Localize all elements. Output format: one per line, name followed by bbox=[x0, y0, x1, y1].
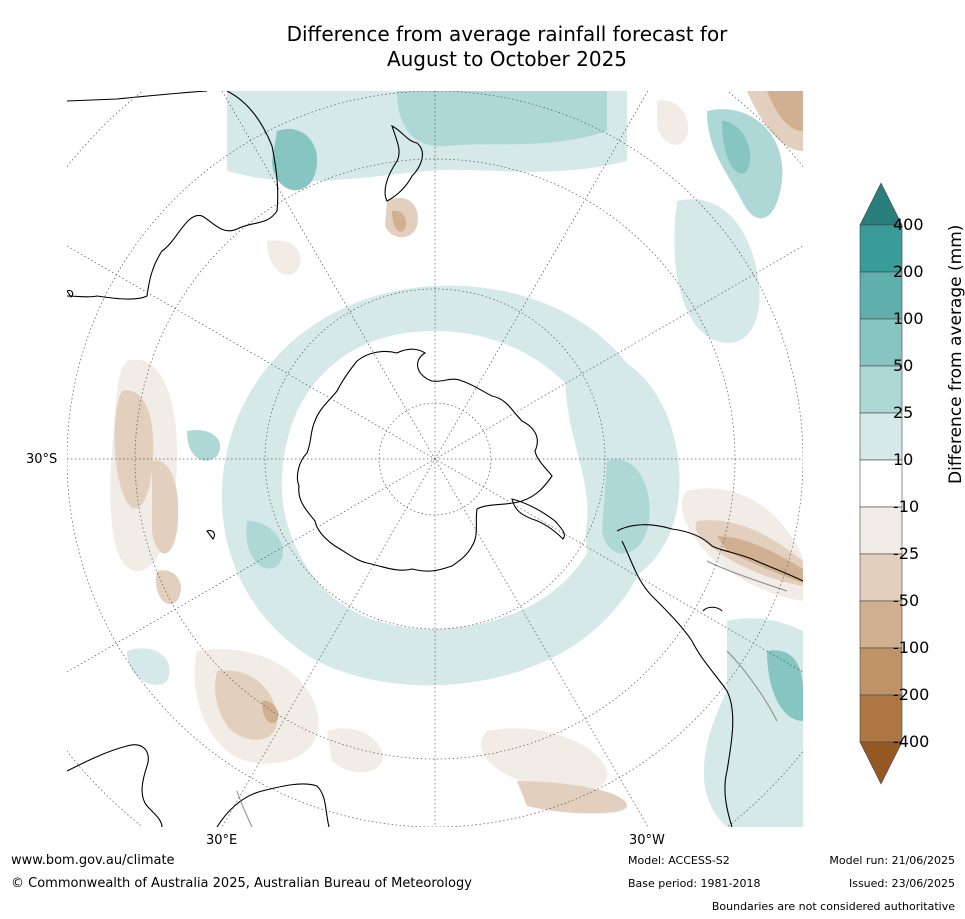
model-name: Model: ACCESS-S2 bbox=[628, 854, 730, 867]
colorbar-tick-label: 25 bbox=[893, 403, 914, 422]
map-title: Difference from average rainfall forecas… bbox=[0, 22, 965, 72]
colorbar-tick-label: -50 bbox=[893, 591, 920, 610]
issued-date: Issued: 23/06/2025 bbox=[848, 877, 955, 890]
colorbar-tick-label: 10 bbox=[893, 450, 914, 469]
colorbar-title: Difference from average (mm) bbox=[946, 224, 965, 484]
colorbar-extend-bottom bbox=[859, 741, 903, 785]
colorbar bbox=[859, 182, 903, 785]
rainfall-anomaly-map bbox=[67, 91, 803, 827]
colorbar-tick-label: -100 bbox=[893, 638, 930, 657]
colorbar-cell bbox=[859, 600, 903, 649]
base-period: Base period: 1981-2018 bbox=[628, 877, 761, 890]
title-line-1: Difference from average rainfall forecas… bbox=[286, 22, 728, 46]
colorbar-cell bbox=[859, 224, 903, 273]
lon-label-30w: 30°W bbox=[629, 833, 665, 848]
colorbar-tick-label: 200 bbox=[893, 262, 924, 281]
colorbar-tick-label: -200 bbox=[893, 685, 930, 704]
website-link[interactable]: www.bom.gov.au/climate bbox=[11, 853, 175, 868]
lat-label-30s: 30°S bbox=[26, 452, 58, 467]
title-line-2: August to October 2025 bbox=[386, 47, 628, 71]
colorbar-tick-label: 50 bbox=[893, 356, 914, 375]
copyright-text: © Commonwealth of Australia 2025, Austra… bbox=[11, 876, 472, 891]
boundaries-note: Boundaries are not considered authoritat… bbox=[711, 900, 955, 913]
colorbar-tick-label: -25 bbox=[893, 544, 920, 563]
colorbar-tick-label: 100 bbox=[893, 309, 924, 328]
anomaly-fill-layer bbox=[110, 91, 803, 827]
colorbar-cell bbox=[859, 412, 903, 461]
boundary-layer bbox=[236, 560, 788, 827]
colorbar-cell bbox=[859, 553, 903, 602]
colorbar-cell bbox=[859, 459, 903, 508]
model-run-date: Model run: 21/06/2025 bbox=[829, 854, 955, 867]
colorbar-tick-label: 400 bbox=[893, 215, 924, 234]
graticule-layer bbox=[67, 91, 803, 827]
colorbar-cell bbox=[859, 647, 903, 696]
colorbar-cell bbox=[859, 365, 903, 414]
colorbar-tick-label: -400 bbox=[893, 732, 930, 751]
colorbar-tick-label: -10 bbox=[893, 497, 920, 516]
colorbar-cells bbox=[859, 182, 903, 785]
lon-label-30e: 30°E bbox=[206, 833, 238, 848]
coastline-layer bbox=[67, 91, 803, 827]
colorbar-cell bbox=[859, 506, 903, 555]
map-canvas bbox=[67, 91, 803, 827]
colorbar-cell bbox=[859, 694, 903, 743]
